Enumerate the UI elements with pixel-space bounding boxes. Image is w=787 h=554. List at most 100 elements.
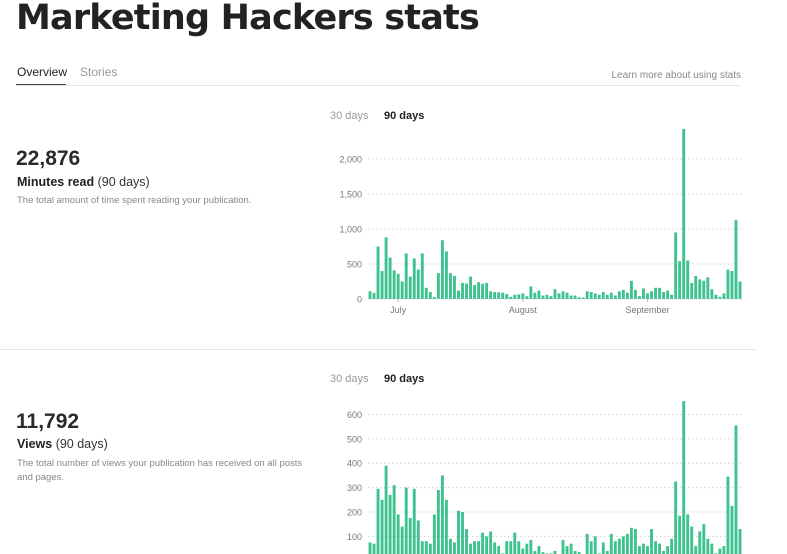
bar[interactable] xyxy=(440,475,444,554)
bar[interactable] xyxy=(408,276,412,299)
bar[interactable] xyxy=(722,546,726,554)
bar[interactable] xyxy=(541,295,545,300)
bar[interactable] xyxy=(666,290,670,299)
bar[interactable] xyxy=(497,546,501,554)
bar[interactable] xyxy=(654,287,657,299)
bar[interactable] xyxy=(513,532,517,554)
bar[interactable] xyxy=(485,536,489,554)
bar[interactable] xyxy=(553,289,557,299)
bar[interactable] xyxy=(517,294,521,299)
bar[interactable] xyxy=(376,488,380,554)
bar[interactable] xyxy=(432,514,436,554)
bar[interactable] xyxy=(537,290,541,299)
bar[interactable] xyxy=(428,543,432,554)
bar[interactable] xyxy=(565,546,569,554)
bar[interactable] xyxy=(453,275,456,299)
bar[interactable] xyxy=(525,296,529,299)
bar[interactable] xyxy=(493,542,497,554)
bar[interactable] xyxy=(738,529,742,554)
bar[interactable] xyxy=(461,282,464,299)
bar[interactable] xyxy=(473,285,477,299)
bar[interactable] xyxy=(453,542,456,554)
bar[interactable] xyxy=(517,541,521,554)
bar[interactable] xyxy=(646,546,649,554)
views-range-90-days[interactable]: 90 days xyxy=(384,373,425,385)
bar[interactable] xyxy=(686,514,690,554)
bar[interactable] xyxy=(718,296,722,299)
bar[interactable] xyxy=(428,292,432,299)
bar[interactable] xyxy=(593,293,597,299)
bar[interactable] xyxy=(533,292,537,299)
bar[interactable] xyxy=(617,538,621,554)
bar[interactable] xyxy=(404,253,408,300)
bar[interactable] xyxy=(690,282,694,299)
bar[interactable] xyxy=(633,289,637,299)
bar[interactable] xyxy=(585,291,589,299)
bar[interactable] xyxy=(682,128,686,299)
bar[interactable] xyxy=(698,531,702,554)
bar[interactable] xyxy=(529,539,533,554)
bar[interactable] xyxy=(420,253,424,300)
bar[interactable] xyxy=(650,529,653,554)
bar[interactable] xyxy=(424,287,428,299)
bar[interactable] xyxy=(489,291,493,299)
bar[interactable] xyxy=(573,295,577,300)
bar[interactable] xyxy=(372,293,376,299)
minutes-range-90-days[interactable]: 90 days xyxy=(384,110,425,122)
bar[interactable] xyxy=(638,546,641,554)
bar[interactable] xyxy=(609,292,613,299)
bar[interactable] xyxy=(629,527,633,554)
bar[interactable] xyxy=(617,291,621,299)
bar[interactable] xyxy=(646,293,649,299)
bar[interactable] xyxy=(605,550,609,554)
bar[interactable] xyxy=(372,543,376,554)
bar[interactable] xyxy=(432,296,436,299)
bar[interactable] xyxy=(368,291,372,299)
bar[interactable] xyxy=(670,294,674,299)
bar[interactable] xyxy=(625,292,629,299)
bar[interactable] xyxy=(489,531,493,554)
tab-overview[interactable]: Overview xyxy=(17,65,68,79)
bar[interactable] xyxy=(726,269,730,299)
bar[interactable] xyxy=(730,505,734,554)
bar[interactable] xyxy=(388,257,392,299)
bar[interactable] xyxy=(477,541,481,554)
bar[interactable] xyxy=(638,296,641,299)
bar[interactable] xyxy=(694,275,698,299)
bar[interactable] xyxy=(505,294,509,299)
bar[interactable] xyxy=(694,546,698,554)
minutes-range-30-days[interactable]: 30 days xyxy=(330,110,369,122)
bar[interactable] xyxy=(710,289,714,299)
bar[interactable] xyxy=(521,293,525,299)
bar[interactable] xyxy=(392,270,396,299)
bar[interactable] xyxy=(698,279,702,299)
bar[interactable] xyxy=(380,271,384,299)
bar[interactable] xyxy=(396,514,400,554)
bar[interactable] xyxy=(654,541,657,554)
bar[interactable] xyxy=(605,294,609,299)
bar[interactable] xyxy=(448,538,452,554)
bar[interactable] xyxy=(613,541,617,554)
bar[interactable] xyxy=(561,291,565,299)
bar[interactable] xyxy=(529,286,533,299)
bar[interactable] xyxy=(553,550,557,554)
bar[interactable] xyxy=(545,294,549,299)
bar[interactable] xyxy=(416,269,420,299)
bar[interactable] xyxy=(509,296,513,299)
bar[interactable] xyxy=(440,240,444,299)
bar[interactable] xyxy=(412,258,416,299)
bar[interactable] xyxy=(485,282,489,299)
bar[interactable] xyxy=(734,219,738,299)
bar[interactable] xyxy=(650,291,653,299)
bar[interactable] xyxy=(368,542,372,554)
bar[interactable] xyxy=(666,546,670,554)
bar[interactable] xyxy=(376,246,380,300)
bar[interactable] xyxy=(380,499,384,554)
bar[interactable] xyxy=(658,287,662,299)
bar[interactable] xyxy=(597,294,601,299)
bar[interactable] xyxy=(400,281,404,300)
bar[interactable] xyxy=(730,271,734,299)
bar[interactable] xyxy=(726,476,730,554)
bar[interactable] xyxy=(424,541,428,554)
bar[interactable] xyxy=(408,518,412,554)
